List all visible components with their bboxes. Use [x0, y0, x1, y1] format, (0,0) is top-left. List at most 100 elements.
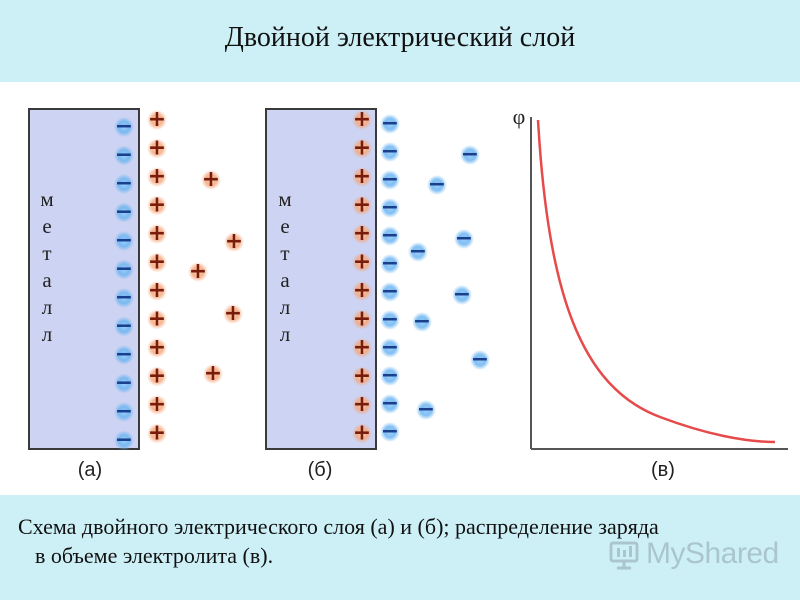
- svg-text:−: −: [409, 239, 427, 264]
- svg-text:−: −: [115, 371, 133, 396]
- svg-text:−: −: [428, 172, 446, 197]
- layer-ion-plus: +: [147, 164, 167, 189]
- diffuse-ion-minus: −: [412, 309, 432, 334]
- title-band: Двойной электрический слой: [0, 0, 800, 82]
- watermark-logo-icon: [609, 541, 639, 570]
- svg-text:−: −: [381, 223, 399, 248]
- metal-letter: а: [280, 268, 290, 292]
- surface-charge-minus: −: [114, 314, 134, 339]
- svg-text:−: −: [115, 285, 133, 310]
- surface-charge-plus: +: [352, 250, 372, 275]
- svg-text:+: +: [148, 136, 166, 161]
- svg-text:−: −: [115, 114, 133, 139]
- layer-ion-minus: −: [380, 307, 400, 332]
- svg-text:+: +: [148, 364, 166, 389]
- caption-line-1: Схема двойного электрического слоя (а) и…: [18, 514, 659, 539]
- layer-ion-minus: −: [380, 195, 400, 220]
- surface-charge-minus: −: [114, 228, 134, 253]
- svg-text:−: −: [115, 399, 133, 424]
- svg-text:+: +: [353, 193, 371, 218]
- svg-text:−: −: [461, 142, 479, 167]
- surface-charge-minus: −: [114, 428, 134, 453]
- layer-ion-plus: +: [147, 335, 167, 360]
- layer-ion-plus: +: [147, 193, 167, 218]
- layer-ion-plus: +: [147, 307, 167, 332]
- diffuse-ion-plus: +: [188, 259, 208, 284]
- diffuse-ion-minus: −: [470, 347, 490, 372]
- svg-text:−: −: [381, 335, 399, 360]
- watermark-text: MyShared: [646, 537, 779, 570]
- svg-text:+: +: [148, 392, 166, 417]
- metal-letter: л: [280, 322, 290, 346]
- panel-c: φ (в): [513, 104, 788, 481]
- layer-ion-minus: −: [380, 251, 400, 276]
- svg-text:+: +: [148, 250, 166, 275]
- diffuse-ion-minus: −: [408, 239, 428, 264]
- layer-ion-minus: −: [380, 335, 400, 360]
- svg-text:−: −: [115, 171, 133, 196]
- svg-text:−: −: [115, 143, 133, 168]
- layer-ion-plus: +: [147, 278, 167, 303]
- surface-charge-minus: −: [114, 371, 134, 396]
- svg-text:+: +: [353, 221, 371, 246]
- svg-text:−: −: [115, 314, 133, 339]
- surface-charge-minus: −: [114, 342, 134, 367]
- surface-charge-plus: +: [352, 307, 372, 332]
- metal-letter: е: [280, 214, 289, 238]
- metal-letter: м: [278, 187, 291, 211]
- svg-text:+: +: [353, 421, 371, 446]
- layer-ion-minus: −: [380, 419, 400, 444]
- layer-ion-minus: −: [380, 167, 400, 192]
- diffuse-ion-plus: +: [224, 229, 244, 254]
- svg-text:+: +: [148, 421, 166, 446]
- svg-text:+: +: [353, 335, 371, 360]
- metal-letter: л: [42, 322, 52, 346]
- svg-text:−: −: [115, 428, 133, 453]
- svg-text:−: −: [453, 282, 471, 307]
- layer-ion-plus: +: [147, 250, 167, 275]
- svg-text:−: −: [381, 167, 399, 192]
- diffuse-ion-minus: −: [452, 282, 472, 307]
- surface-charge-minus: −: [114, 200, 134, 225]
- metal-letter: т: [42, 241, 51, 265]
- svg-text:−: −: [115, 257, 133, 282]
- svg-text:+: +: [148, 307, 166, 332]
- diffuse-ion-minus: −: [460, 142, 480, 167]
- surface-charge-plus: +: [352, 164, 372, 189]
- svg-text:+: +: [353, 307, 371, 332]
- svg-text:+: +: [224, 301, 242, 326]
- surface-charge-plus: +: [352, 335, 372, 360]
- layer-ion-plus: +: [147, 364, 167, 389]
- metal-letter: л: [280, 295, 290, 319]
- surface-charge-minus: −: [114, 114, 134, 139]
- metal-letter: а: [42, 268, 52, 292]
- surface-charge-plus: +: [352, 193, 372, 218]
- ions-a: −−−−−−−−−−−−+++++++++++++++++: [114, 107, 244, 453]
- diffuse-ion-plus: +: [223, 301, 243, 326]
- layer-ion-plus: +: [147, 221, 167, 246]
- svg-text:−: −: [115, 200, 133, 225]
- svg-text:+: +: [353, 364, 371, 389]
- svg-text:+: +: [148, 335, 166, 360]
- layer-ion-minus: −: [380, 391, 400, 416]
- panel-c-label: (в): [651, 459, 675, 481]
- svg-text:+: +: [202, 167, 220, 192]
- svg-text:+: +: [353, 278, 371, 303]
- layer-ion-plus: +: [147, 421, 167, 446]
- svg-text:−: −: [381, 307, 399, 332]
- surface-charge-minus: −: [114, 257, 134, 282]
- svg-text:+: +: [148, 193, 166, 218]
- svg-text:−: −: [381, 251, 399, 276]
- diffuse-ion-minus: −: [427, 172, 447, 197]
- panel-a-label: (а): [78, 459, 102, 481]
- ions-b: ++++++++++++−−−−−−−−−−−−−−−−−−−−: [352, 107, 490, 446]
- surface-charge-plus: +: [352, 392, 372, 417]
- surface-charge-plus: +: [352, 221, 372, 246]
- layer-ion-minus: −: [380, 363, 400, 388]
- svg-text:−: −: [455, 226, 473, 251]
- caption-line-2: в объеме электролита (в).: [35, 543, 274, 568]
- svg-text:+: +: [353, 136, 371, 161]
